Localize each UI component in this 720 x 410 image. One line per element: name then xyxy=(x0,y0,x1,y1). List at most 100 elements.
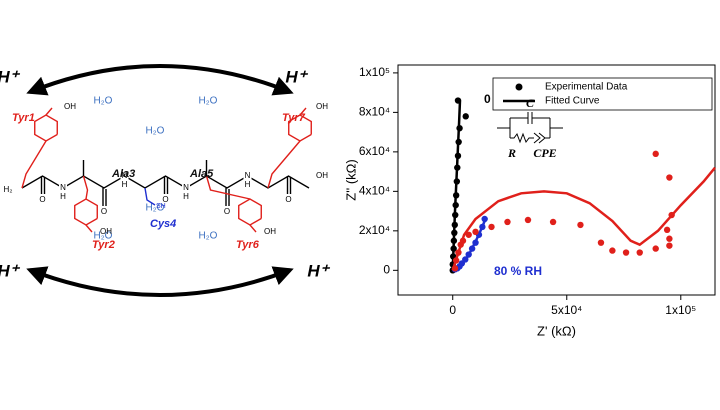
chart: 0 5x10⁴ 1x10⁵ 0 2x10⁴ 4x10⁴ 6x10⁴ 8x10⁴ 1x10⁵ Z' … xyxy=(343,64,716,338)
residue-label: Tyr2 xyxy=(92,239,115,251)
residue-label: Ala5 xyxy=(189,168,214,180)
atom-label: N xyxy=(183,183,189,192)
proton-label: H⁺ xyxy=(0,261,21,280)
data-point xyxy=(666,242,673,249)
data-point xyxy=(462,256,469,263)
atom-bg xyxy=(120,171,129,181)
data-point xyxy=(451,221,458,229)
data-point xyxy=(450,237,458,244)
bond xyxy=(249,224,257,233)
data-point xyxy=(597,239,605,246)
data-point xyxy=(666,174,673,181)
fit-line xyxy=(451,166,716,271)
x-tick-label: 0 xyxy=(449,303,456,317)
proton-label: H⁺ xyxy=(307,261,330,280)
series-label: 80 % RH xyxy=(494,264,542,278)
water-label: H₂O xyxy=(94,96,113,107)
bond xyxy=(85,224,93,233)
x-axis-label: Z' (kΩ) xyxy=(537,323,576,338)
atom-bg xyxy=(182,183,190,193)
atom-label: OH xyxy=(316,171,328,180)
residue-label: Tyr1 xyxy=(12,112,35,124)
data-point xyxy=(636,249,643,256)
bond xyxy=(34,114,58,142)
water-label: H₂O xyxy=(146,126,165,137)
data-point xyxy=(577,221,584,229)
atom-label: OH xyxy=(264,227,276,236)
data-point xyxy=(622,249,630,256)
bond xyxy=(238,198,262,226)
y-tick-label: 6x10⁴ xyxy=(359,144,390,158)
residue-label: Cys4 xyxy=(150,218,176,230)
y-tick-label: 8x10⁴ xyxy=(359,105,390,119)
data-point xyxy=(455,249,462,256)
bond xyxy=(288,114,312,142)
data-point xyxy=(468,245,476,252)
data-point xyxy=(465,251,472,258)
data-point xyxy=(453,178,461,185)
water-label: H₂O xyxy=(94,231,113,242)
data-point xyxy=(524,216,532,224)
proton-arrow xyxy=(26,266,294,297)
data-point xyxy=(472,239,479,246)
legend-marker xyxy=(515,83,523,91)
bond xyxy=(205,175,251,200)
data-point xyxy=(452,211,459,219)
atom-label: O xyxy=(101,207,107,216)
atom-bg xyxy=(243,171,252,181)
y-tick-label: 1x10⁵ xyxy=(359,65,390,79)
plot-frame xyxy=(397,64,716,296)
atom-label: H xyxy=(183,192,189,201)
data-point xyxy=(452,192,460,199)
data-point xyxy=(454,97,462,104)
water-label: H₂O xyxy=(146,203,165,214)
data-point xyxy=(668,211,675,219)
legend-box xyxy=(492,77,713,111)
atom-label: N xyxy=(245,171,251,180)
bond xyxy=(82,175,89,200)
residue-label: Tyr7 xyxy=(282,112,306,124)
atom-label: O xyxy=(39,195,45,204)
data-point xyxy=(456,124,463,132)
bond xyxy=(21,175,310,189)
proton-label: H⁺ xyxy=(285,67,308,86)
data-point xyxy=(666,235,673,242)
residue-label: Tyr6 xyxy=(236,239,260,251)
circuit-inset: C R CPE xyxy=(497,96,563,160)
data-point xyxy=(472,228,479,236)
data-point xyxy=(450,245,457,252)
atom-label: O xyxy=(285,195,291,204)
x-tick-label: 5x10⁴ xyxy=(551,303,582,317)
atom-label: H₂ xyxy=(4,185,13,194)
bond xyxy=(144,187,156,206)
data-point xyxy=(451,229,458,237)
y-tick-label: 0 xyxy=(383,262,390,276)
peptide-diagram: H⁺H⁺H⁺H⁺H₂OH₂OH₂OH₂OH₂OH₂OH₂OOOOONHNHNHN… xyxy=(0,64,331,297)
atom-label: OH xyxy=(316,102,328,111)
data-point xyxy=(652,245,659,252)
residue-label: Ala3 xyxy=(111,168,135,180)
bond xyxy=(21,140,47,189)
data-point xyxy=(451,265,459,272)
data-point xyxy=(652,150,659,158)
y-tick-label: 2x10⁴ xyxy=(359,223,390,237)
atom-label: H xyxy=(122,180,128,189)
data-point xyxy=(488,223,495,231)
y-tick-label: 4x10⁴ xyxy=(359,184,390,198)
data-point xyxy=(459,237,467,244)
bond xyxy=(74,198,98,226)
atom-label: OH xyxy=(64,102,76,111)
data-point xyxy=(481,215,488,223)
data-point xyxy=(465,231,472,238)
data-point xyxy=(609,247,616,254)
bond xyxy=(45,107,53,116)
data-point xyxy=(452,257,460,264)
circuit-label: R xyxy=(507,146,516,160)
proton-arrow xyxy=(26,64,294,96)
data-point xyxy=(452,201,459,209)
water-label: H₂O xyxy=(199,231,218,242)
atom-label: O xyxy=(162,195,168,204)
x-tick-label: 1x10⁵ xyxy=(665,303,696,317)
atom-label: N xyxy=(122,171,128,180)
